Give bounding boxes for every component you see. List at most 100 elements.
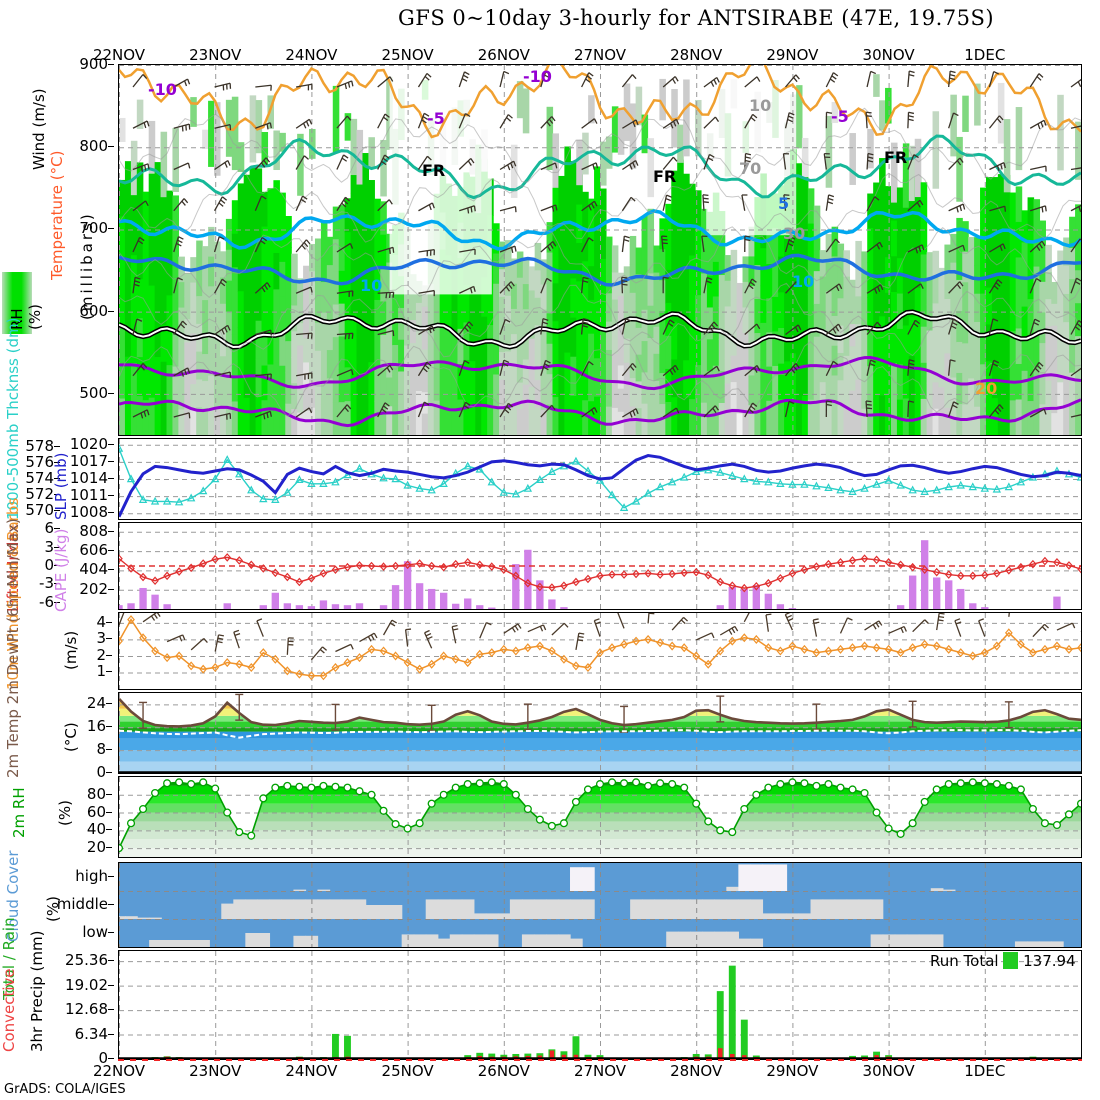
- precip-tick: 19.02: [65, 975, 108, 994]
- contour-label: FR: [884, 148, 907, 167]
- wind10m-axis-units: (m/s): [62, 630, 80, 670]
- tick-mark: [54, 546, 60, 548]
- page-title: GFS 0~10day 3-hourly for ANTSIRABE (47E,…: [398, 6, 995, 30]
- temp2m-axis-units: (°C): [62, 722, 80, 752]
- tick-mark: [108, 146, 114, 148]
- tick-mark: [108, 1009, 114, 1011]
- rh2m-panel: [118, 776, 1082, 858]
- tick-mark: [106, 621, 112, 623]
- rh2m-tick: 20: [86, 838, 106, 857]
- temp2m-y-axis: 0 8 16 24: [62, 688, 112, 781]
- run-total-swatch: [1003, 952, 1019, 969]
- tick-mark: [54, 478, 60, 479]
- credit-text: GrADS: COLA/IGES: [4, 1082, 126, 1097]
- tick-mark: [108, 1058, 114, 1059]
- time-label-27nov: 27NOV: [573, 46, 627, 64]
- tick-mark: [54, 510, 60, 511]
- tick-mark: [54, 601, 60, 603]
- time-label-23nov: 23NOV: [189, 46, 242, 64]
- wind10m-panel: [118, 612, 1082, 690]
- cloud-level-low: low: [82, 923, 108, 941]
- thickness-tick: 572: [25, 485, 54, 503]
- tick-mark: [106, 811, 112, 813]
- thickness-axis-label: 1000-500mb Thcknss (dm): [4, 317, 22, 520]
- lifted-index-tick: 0: [44, 556, 54, 574]
- precip-conv-label: Convective: [0, 968, 18, 1052]
- cloud-level-high: high: [75, 867, 108, 885]
- contour-label: 30: [783, 224, 805, 243]
- contour-label: -10: [523, 67, 552, 86]
- tick-mark: [108, 443, 114, 445]
- precip-baseline: [118, 1059, 1082, 1061]
- rh2m-tick: 40: [86, 820, 106, 839]
- contour-label: 10: [360, 276, 382, 295]
- time-label-27nov: 27NOV: [573, 1062, 627, 1080]
- precip-panel: [118, 950, 1082, 1060]
- tick-mark: [106, 671, 112, 673]
- lifted-index-y-axis: -6 -3 0 3 6: [16, 518, 60, 614]
- upper-axis-pressure-label: (millibars): [78, 211, 96, 320]
- contour-label: -5: [427, 109, 445, 128]
- pressure-tick: 700: [79, 219, 108, 238]
- thickness-y-axis: 578 576 574 572 570: [8, 432, 60, 524]
- wind-speed-tick: 2: [96, 645, 106, 664]
- time-label-22nov: 22NOV: [92, 1062, 146, 1080]
- time-label-26nov: 26NOV: [477, 1062, 530, 1080]
- lifted-index-tick: -3: [39, 574, 54, 593]
- run-total-readout: Run Total 137.94: [930, 952, 1076, 970]
- contour-label: 10: [792, 272, 814, 291]
- tick-mark: [54, 565, 60, 566]
- time-label-22nov: 22NOV: [92, 46, 146, 64]
- pressure-tick: 600: [79, 301, 108, 320]
- tick-mark: [108, 228, 114, 230]
- tick-mark: [54, 583, 60, 585]
- slp-y-axis: 1020 1017 1014 1011 1008: [56, 432, 114, 524]
- cloud-panel: [118, 862, 1082, 948]
- tick-mark: [106, 847, 112, 849]
- rh2m-axis-units: (%): [56, 800, 74, 826]
- contour-label: 70: [739, 159, 761, 178]
- tick-mark: [106, 638, 112, 640]
- temp2m-panel: [118, 692, 1082, 774]
- tick-mark: [108, 904, 114, 905]
- cape-tick: 404: [79, 560, 108, 579]
- tick-mark: [108, 550, 114, 552]
- cloud-level-middle: middle: [56, 895, 108, 913]
- tick-mark: [108, 932, 114, 933]
- upper-axis-rh-label: RH (%): [2, 272, 44, 334]
- temp2m-axis-label: 2m Temp 2m DewPt (6hr Min/Max): [4, 518, 22, 778]
- tick-mark: [108, 460, 114, 462]
- contour-label: 20: [975, 379, 997, 398]
- time-label-30nov: 30NOV: [862, 46, 915, 64]
- tick-mark: [108, 569, 114, 571]
- tick-mark: [108, 310, 114, 312]
- run-total-label: Run Total: [930, 952, 999, 970]
- run-total-value: 137.94: [1023, 952, 1076, 970]
- contour-label: FR: [422, 161, 445, 180]
- tick-mark: [108, 960, 114, 962]
- time-label-26nov: 26NOV: [477, 46, 530, 64]
- time-label-1dec: 1DEC: [964, 46, 1006, 64]
- contour-label: FR: [653, 167, 676, 186]
- cape-li-panel: [118, 522, 1082, 610]
- slp-tick: 1008: [69, 503, 108, 522]
- rh2m-y-axis: 20 40 60 80: [62, 772, 112, 862]
- temp2m-tick: 8: [96, 740, 106, 759]
- wind-speed-tick: 4: [96, 612, 106, 631]
- time-label-29nov: 29NOV: [766, 1062, 819, 1080]
- contour-label: 5: [778, 194, 789, 213]
- pressure-tick: 900: [79, 55, 108, 73]
- time-label-30nov: 30NOV: [862, 1062, 915, 1080]
- temp2m-tick: 16: [86, 717, 106, 736]
- tick-mark: [106, 703, 112, 705]
- precip-tick: 0: [98, 1049, 108, 1067]
- pressure-tick: 800: [79, 137, 108, 156]
- tick-mark: [108, 512, 114, 514]
- tick-mark: [54, 494, 60, 495]
- tick-mark: [108, 984, 114, 986]
- lifted-index-tick: 3: [44, 537, 54, 556]
- time-label-23nov: 23NOV: [189, 1062, 242, 1080]
- pressure-tick: 500: [79, 383, 108, 402]
- slp-tick: 1017: [69, 451, 108, 470]
- tick-mark: [106, 726, 112, 728]
